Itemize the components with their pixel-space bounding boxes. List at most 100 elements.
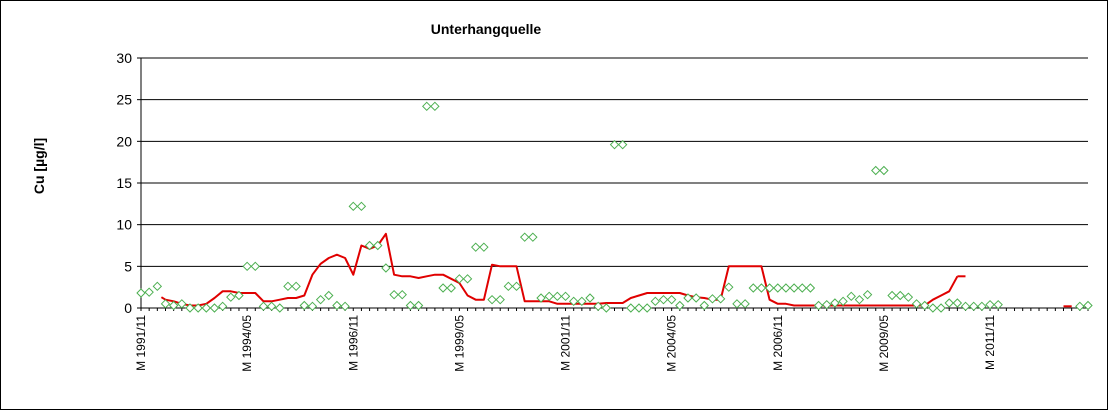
data-point [528,232,538,242]
data-point [217,301,228,312]
data-point [675,300,685,311]
data-point [748,283,758,293]
data-point [862,289,873,300]
data-point [381,263,391,273]
data-point [544,291,554,302]
data-point [422,101,432,112]
data-point [773,283,783,293]
data-point [756,283,767,293]
data-point [634,303,644,313]
data-point [1083,300,1093,311]
data-point [936,303,946,313]
data-point [601,303,612,313]
data-point [960,301,971,312]
data-point [275,303,285,313]
y-axis-title: Cu [µg/l] [31,138,47,194]
data-point [699,300,710,311]
data-point [511,281,522,292]
data-point [389,289,399,300]
data-point [201,303,212,313]
data-point [585,293,595,303]
data-point [373,240,383,251]
data-point [764,283,775,293]
x-tick-label: M 1994/05 [240,315,254,372]
y-tick-label: 5 [124,258,132,274]
x-tick-label: M 2011/11 [983,315,997,370]
data-point [552,291,563,302]
data-point [691,293,701,303]
grid-layer [141,57,1088,267]
data-point [405,300,416,311]
data-point [462,274,473,284]
data-point [895,290,905,301]
y-tick-label: 25 [116,92,132,108]
data-point [299,300,309,311]
data-point [887,290,897,301]
data-point [952,298,963,308]
data-point [609,139,620,150]
data-point [781,283,791,293]
data-point [1075,301,1085,312]
data-point [479,242,489,252]
data-point [724,282,734,292]
data-point [250,261,261,272]
data-point [707,294,718,304]
data-point [732,299,742,309]
data-point [519,232,530,242]
data-point [642,303,652,313]
x-tick-label: M 1999/05 [452,315,466,372]
x-tick-label: M 2004/05 [665,315,679,372]
data-point [903,292,914,302]
data-point [471,242,481,252]
data-point [446,283,456,293]
data-point [283,281,293,292]
data-point [658,294,669,305]
x-tick-label: M 1991/11 [134,315,148,371]
data-point [977,301,987,312]
data-point [871,165,881,176]
data-point [944,298,954,308]
data-point [577,296,587,307]
data-point [454,274,465,284]
data-point [185,303,195,313]
data-point [168,300,179,311]
data-point [226,292,236,302]
data-point [683,293,693,303]
data-point [413,300,424,311]
data-point [242,261,252,272]
data-point [193,303,203,313]
y-tick-label: 20 [116,133,132,149]
data-point [560,291,571,302]
data-point [920,300,930,311]
data-point [666,294,677,305]
data-point [740,299,750,309]
data-point [266,301,277,312]
data-point [315,294,326,305]
point-layer [136,101,1093,313]
x-tick-label: M 2009/05 [877,315,891,372]
data-point [332,300,342,311]
data-point [617,139,628,150]
data-point [822,299,832,310]
data-point [568,296,579,307]
data-point [356,201,367,212]
data-point [144,287,154,297]
data-point [879,165,889,176]
data-point [364,240,375,251]
data-point [928,303,938,313]
data-point [813,300,824,311]
data-point [438,283,448,293]
data-point [152,281,163,292]
x-tick-label: M 2006/11 [771,315,785,371]
data-point [854,294,865,305]
data-point [307,301,318,312]
data-point [136,288,146,298]
data-point [911,299,922,309]
data-point [797,283,807,293]
x-tick-label: M 2001/11 [559,315,573,371]
data-point [968,301,979,312]
data-point [650,296,661,307]
data-point [160,299,171,309]
